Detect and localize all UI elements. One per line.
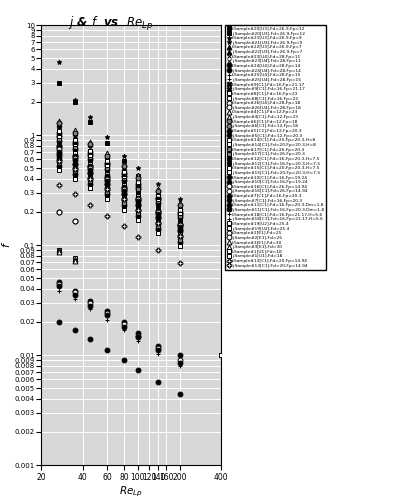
- X-axis label: $Re_{Lp}$: $Re_{Lp}$: [119, 484, 143, 499]
- Legend: f,Sample#20[U3],Fd=26.9,Fp=12, j,Sample#20[U3],Fd=26.9,Fp=12, f,Sample#21[U3],Fd: f,Sample#20[U3],Fd=26.9,Fp=12, j,Sample#…: [225, 25, 325, 270]
- Text: $j$ & $f$  vs  $Re_{Lp}$: $j$ & $f$ vs $Re_{Lp}$: [68, 15, 153, 33]
- Y-axis label: f: f: [2, 243, 12, 247]
